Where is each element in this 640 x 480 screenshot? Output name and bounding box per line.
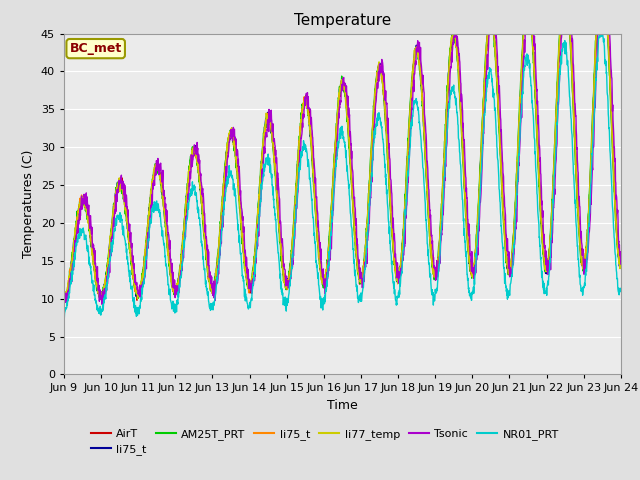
Legend: AirT, li75_t, AM25T_PRT, li75_t, li77_temp, Tsonic, NR01_PRT: AirT, li75_t, AM25T_PRT, li75_t, li77_te…	[86, 424, 563, 460]
Text: BC_met: BC_met	[70, 42, 122, 55]
X-axis label: Time: Time	[327, 399, 358, 412]
Y-axis label: Temperatures (C): Temperatures (C)	[22, 150, 35, 258]
Title: Temperature: Temperature	[294, 13, 391, 28]
